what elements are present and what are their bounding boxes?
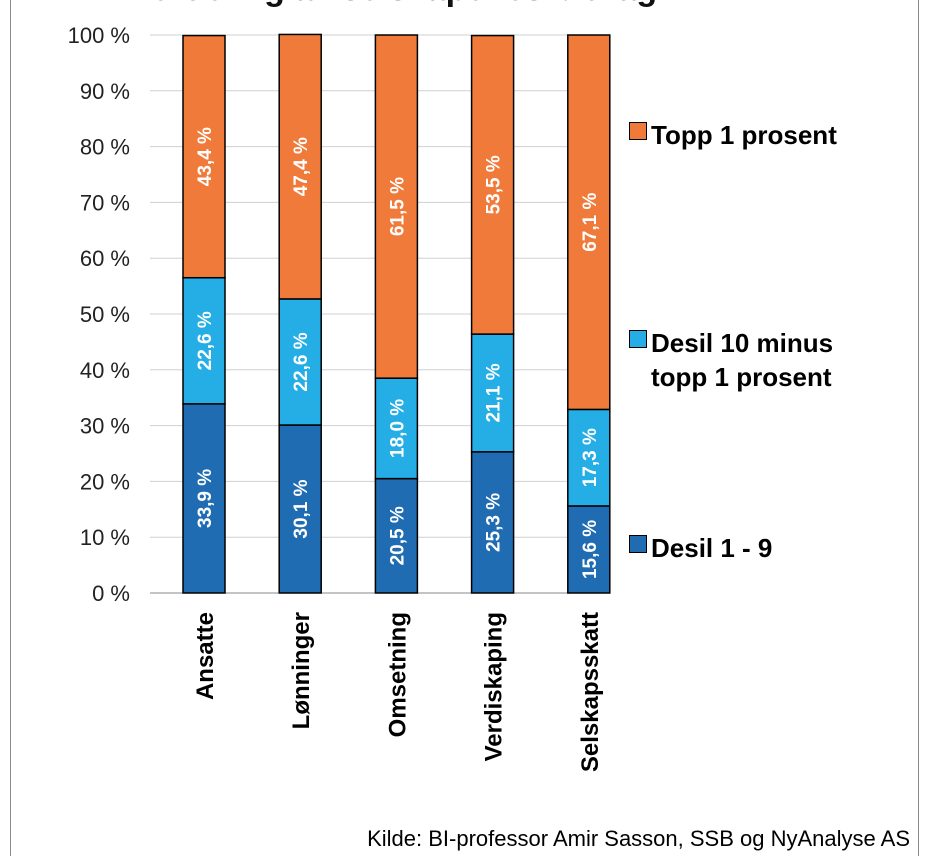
data-label: 17,3 % — [580, 428, 601, 487]
data-label: 67,1 % — [580, 193, 601, 252]
legend-label-top-1: Topp 1 prosent — [651, 120, 837, 150]
y-tick-label: 60 % — [80, 246, 130, 271]
y-tick-label: 0 % — [92, 581, 130, 606]
legend-item-top-1: Topp 1 prosent — [629, 118, 928, 152]
legend-swatch-top-1 — [629, 122, 647, 140]
y-tick-label: 70 % — [80, 190, 130, 215]
legend-label-decile-1-9: Desil 1 - 9 — [651, 533, 773, 563]
y-tick-label: 100 % — [68, 23, 130, 48]
data-label: 33,9 % — [195, 469, 216, 528]
data-label: 15,6 % — [580, 520, 601, 579]
data-label: 21,1 % — [484, 363, 505, 422]
bar-segment — [182, 34, 226, 279]
source-note: Kilde: BI-professor Amir Sasson, SSB og … — [367, 826, 910, 851]
x-category-label: Verdiskaping — [481, 612, 508, 761]
y-tick-label: 30 % — [80, 414, 130, 439]
bar-segment — [567, 408, 611, 507]
data-label: 43,4 % — [195, 127, 216, 186]
bar-segment — [182, 276, 226, 405]
bar-segment — [182, 403, 226, 594]
bar-segment — [470, 333, 515, 453]
y-tick-label: 40 % — [80, 358, 130, 383]
frame-border-right — [918, 0, 919, 856]
data-label: 25,3 % — [484, 493, 505, 552]
y-tick-label: 90 % — [80, 79, 130, 104]
bar-segment — [278, 424, 322, 594]
data-label: 30,1 % — [291, 479, 312, 538]
legend-swatch-decile-1-9 — [629, 535, 647, 553]
bar-segment — [374, 477, 419, 594]
bar-segment — [278, 33, 322, 300]
data-label: 22,6 % — [195, 311, 216, 370]
y-tick-label: 80 % — [80, 135, 130, 160]
y-tick-label: 10 % — [80, 525, 130, 550]
data-label: 61,5 % — [387, 177, 408, 236]
bar-segment — [278, 298, 322, 426]
x-category-label: Omsetning — [384, 612, 411, 737]
legend-item-decile-10: Desil 10 minus topp 1 prosent — [629, 326, 928, 394]
frame-border-left — [10, 0, 11, 856]
bar-segment — [374, 34, 419, 379]
x-category-label: Ansatte — [192, 612, 219, 700]
x-category-label: Selskapsskatt — [577, 612, 604, 772]
legend-swatch-decile-10 — [629, 330, 647, 348]
data-label: 20,5 % — [387, 506, 408, 565]
legend-label-decile-10: Desil 10 minus topp 1 prosent — [651, 328, 834, 392]
bar-segment — [567, 505, 611, 594]
bar-segment — [470, 34, 515, 335]
data-label: 53,5 % — [484, 155, 505, 214]
data-label: 22,6 % — [291, 332, 312, 391]
data-label: 47,4 % — [291, 137, 312, 196]
bar-segment — [374, 377, 419, 480]
y-tick-label: 50 % — [80, 302, 130, 327]
bar-segment — [567, 34, 611, 411]
chart-title: Fordeling av selskapenes bidrag — [130, 0, 657, 9]
x-category-label: Lønninger — [288, 612, 315, 729]
legend-item-decile-1-9: Desil 1 - 9 — [629, 531, 928, 565]
y-tick-label: 20 % — [80, 469, 130, 494]
data-label: 18,0 % — [387, 399, 408, 458]
